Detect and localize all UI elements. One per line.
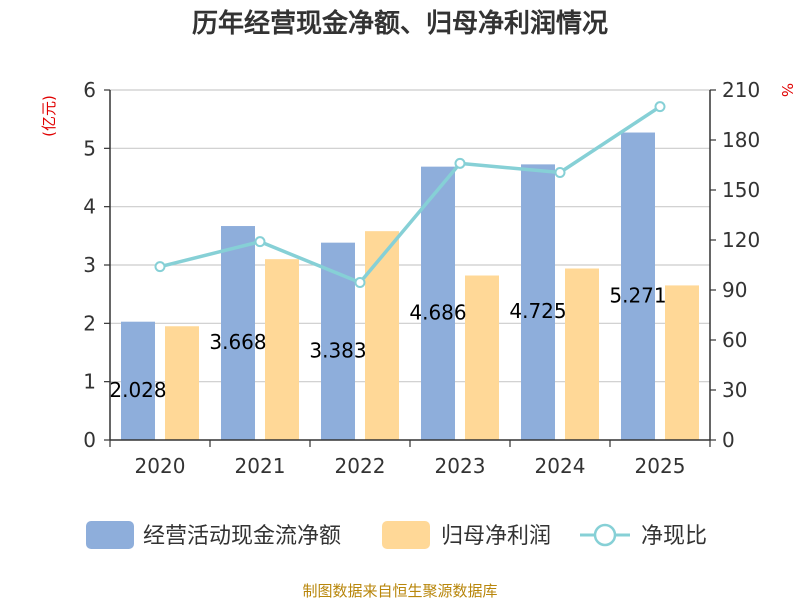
x-axis-tick-label: 2025	[635, 454, 686, 478]
bar-netprofit	[265, 259, 299, 440]
chart-title: 历年经营现金净额、归母净利润情况	[192, 8, 608, 39]
bar-cashflow	[521, 164, 555, 440]
data-label-cashflow: 5.271	[609, 283, 666, 307]
bar-netprofit	[665, 285, 699, 440]
legend-swatch-ratio-marker	[593, 523, 617, 547]
right-axis-unit: %	[778, 83, 796, 97]
right-axis-tick-label: 120	[722, 228, 760, 252]
x-axis-tick-label: 2021	[235, 454, 286, 478]
data-labels: 2.028 3.668 3.383 4.686 4.725 5.271	[109, 283, 666, 402]
left-axis-tick-label: 6	[83, 78, 96, 102]
right-axis-tick-label: 180	[722, 128, 760, 152]
right-axis-tick-label: 0	[722, 428, 735, 452]
right-axis-tick-label: 150	[722, 178, 760, 202]
data-label-cashflow: 4.725	[509, 299, 566, 323]
left-axis-unit: (亿元)	[40, 95, 58, 137]
legend-swatch-cashflow	[86, 521, 134, 549]
ratio-point	[654, 101, 666, 113]
bar-cashflow	[121, 321, 155, 440]
right-axis-tick-label: 90	[722, 278, 747, 302]
left-axis-tick-label: 4	[83, 195, 96, 219]
ratio-line-path	[159, 105, 661, 285]
data-label-cashflow: 4.686	[409, 300, 466, 324]
bar-netprofit	[465, 275, 499, 440]
ratio-point	[254, 236, 266, 248]
bar-cashflow	[321, 242, 355, 440]
bar-cashflow	[621, 132, 655, 440]
ratio-line	[154, 101, 666, 288]
left-axis-tick-label: 1	[83, 370, 96, 394]
x-axis-tick-label: 2023	[435, 454, 486, 478]
right-axis-tick-label: 60	[722, 328, 747, 352]
data-label-cashflow: 2.028	[109, 378, 166, 402]
legend-item-ratio[interactable]: 净现比	[580, 523, 707, 549]
left-axis-tick-label: 2	[83, 311, 96, 335]
legend-label-cashflow: 经营活动现金流净额	[143, 524, 341, 549]
bars	[121, 132, 699, 440]
ratio-point	[454, 157, 466, 169]
left-axis-tick-label: 0	[83, 428, 96, 452]
bar-cashflow	[421, 166, 455, 440]
bar-netprofit	[365, 231, 399, 440]
source-note: 制图数据来自恒生聚源数据库	[302, 582, 497, 600]
legend-label-ratio: 净现比	[641, 524, 707, 549]
gridlines	[110, 89, 710, 383]
legend-swatch-netprofit	[382, 521, 430, 549]
legend-item-cashflow[interactable]: 经营活动现金流净额	[86, 521, 341, 549]
right-axis-tick-label: 210	[722, 78, 760, 102]
legend-item-netprofit[interactable]: 归母净利润	[382, 521, 551, 549]
ratio-point	[554, 167, 566, 178]
x-axis-tick-label: 2024	[535, 454, 586, 478]
right-axis-tick-label: 30	[722, 378, 747, 402]
bar-netprofit	[165, 326, 199, 440]
left-axis-tick-label: 5	[83, 136, 96, 160]
left-axis-tick-label: 3	[83, 253, 96, 277]
legend: 经营活动现金流净额 归母净利润 净现比	[86, 521, 707, 549]
data-label-cashflow: 3.668	[209, 330, 266, 354]
x-axis-tick-label: 2022	[335, 454, 386, 478]
ratio-point	[354, 277, 366, 288]
legend-label-netprofit: 归母净利润	[441, 524, 551, 549]
bar-cashflow	[221, 226, 255, 440]
data-label-cashflow: 3.383	[309, 338, 366, 362]
x-axis-tick-label: 2020	[135, 454, 186, 478]
ratio-point	[154, 261, 166, 273]
bar-netprofit	[565, 268, 599, 440]
